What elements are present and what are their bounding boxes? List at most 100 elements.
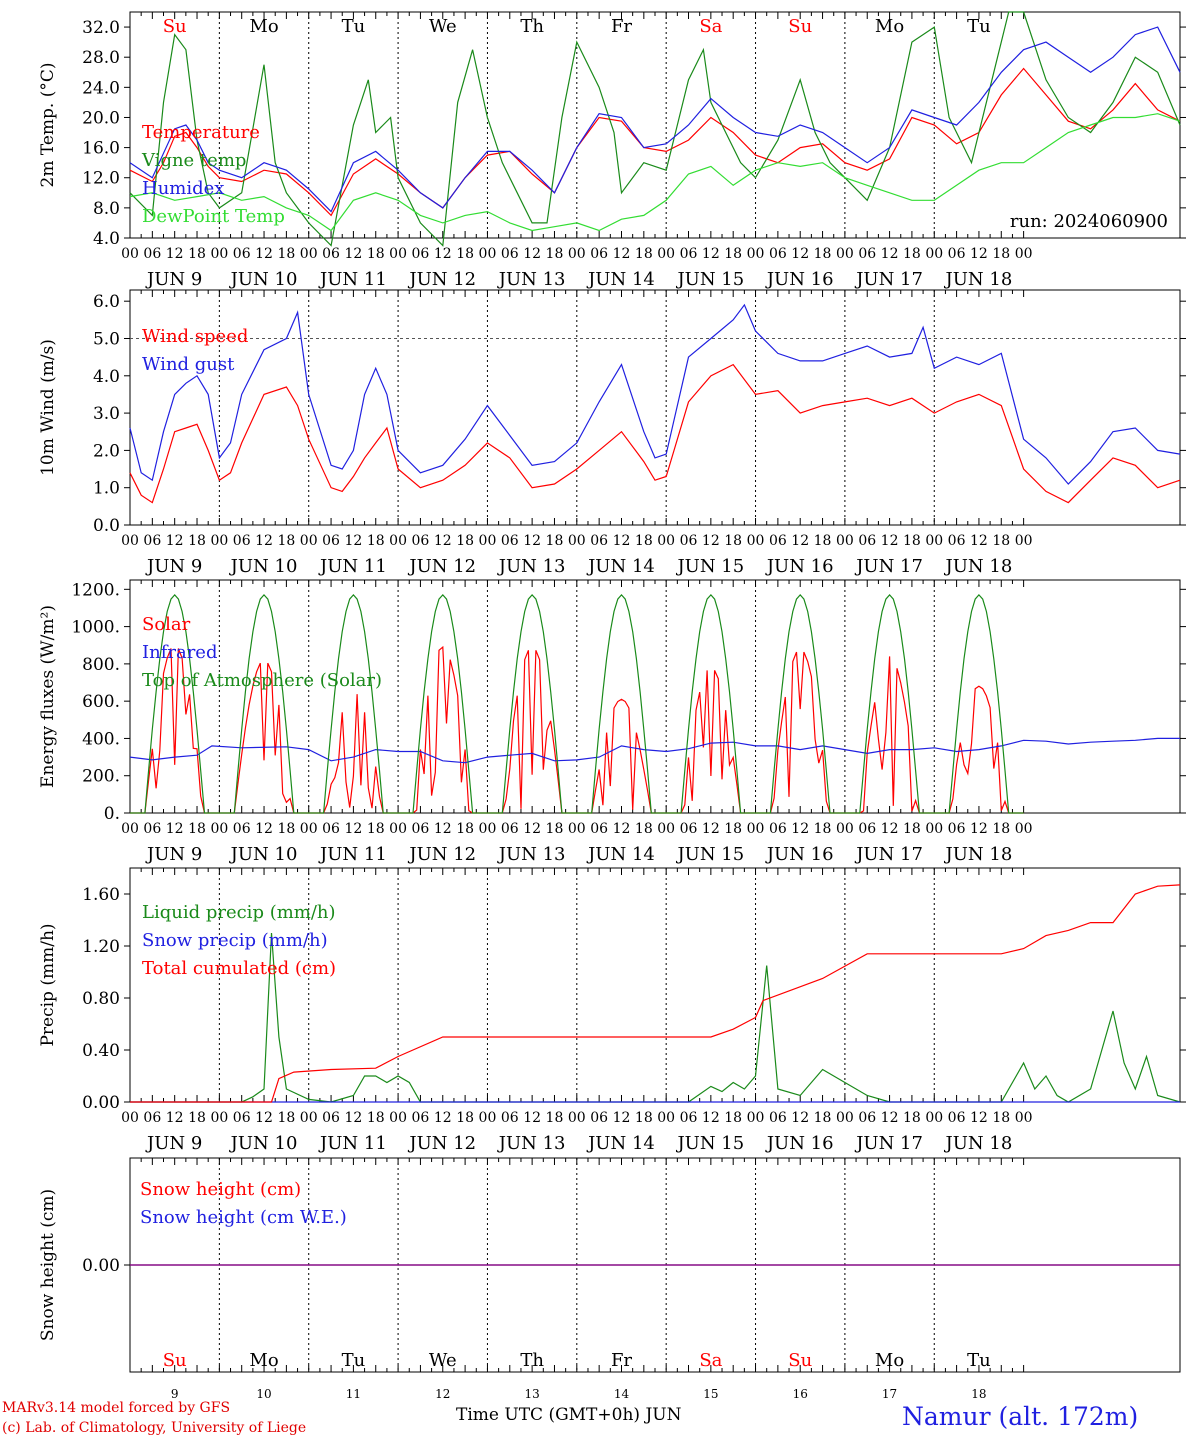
hour-tick-label: 06 (412, 533, 430, 549)
day-label: JUN 13 (497, 269, 566, 290)
y-axis-label: Precip (mm/h) (38, 923, 58, 1046)
y-tick-label: 200. (82, 767, 120, 787)
meteogram: 4.0 8.0 12.0 16.0 20.0 24.0 28.0 32.0 2m Temp. (… (38, 11, 1186, 1400)
hour-tick-label: 06 (590, 533, 608, 549)
series-total-cumulated-cm- (130, 884, 1181, 1103)
day-label: JUN 18 (944, 556, 1013, 577)
hour-tick-label: 18 (277, 246, 295, 262)
y-tick-label: 3.0 (93, 404, 120, 424)
panel-temp (124, 11, 1186, 247)
y-tick-label: 24.0 (82, 78, 120, 98)
weekday-label: Tu (967, 16, 991, 37)
day-label: JUN 17 (854, 269, 923, 290)
hour-tick-label: 00 (210, 533, 228, 549)
hour-tick-label: 18 (635, 821, 653, 837)
hour-tick-label: 00 (121, 1110, 139, 1126)
y-tick-label: 28.0 (82, 48, 120, 68)
station-name: Namur (alt. 172m) (902, 1402, 1139, 1431)
weekday-label: Sa (699, 16, 722, 37)
hour-tick-label: 12 (613, 821, 631, 837)
hour-tick-label: 00 (300, 533, 318, 549)
hour-tick-label: 06 (322, 821, 340, 837)
hour-tick-label: 18 (903, 246, 921, 262)
hour-tick-label: 00 (479, 246, 497, 262)
hour-tick-label: 12 (255, 821, 273, 837)
y-tick-label: 1.0 (93, 479, 120, 499)
weekday-label: Mo (249, 1350, 278, 1371)
legend-entry: Liquid precip (mm/h) (142, 902, 336, 923)
hour-tick-label: 06 (412, 246, 430, 262)
hour-tick-label: 12 (523, 821, 541, 837)
weekday-label: Th (520, 16, 544, 37)
y-axis-label: 10m Wind (m/s) (38, 339, 58, 476)
hour-tick-label: 06 (680, 533, 698, 549)
day-label: JUN 18 (944, 1133, 1013, 1154)
day-number: 18 (971, 1387, 986, 1400)
weekday-label: Tu (342, 16, 366, 37)
hour-tick-label: 12 (255, 1110, 273, 1126)
legend-entry: Infrared (142, 642, 217, 663)
hour-tick-label: 00 (657, 1110, 675, 1126)
series-humidex (129, 26, 1181, 213)
day-label: JUN 9 (145, 269, 202, 290)
hour-tick-label: 12 (344, 533, 362, 549)
day-number: 12 (435, 1387, 450, 1400)
hour-tick-label: 18 (903, 821, 921, 837)
hour-tick-label: 00 (1015, 821, 1033, 837)
hour-tick-label: 12 (791, 1110, 809, 1126)
hour-tick-label: 18 (992, 1110, 1010, 1126)
y-tick-label: 0. (104, 804, 120, 824)
hour-tick-label: 18 (546, 1110, 564, 1126)
day-label: JUN 9 (145, 556, 202, 577)
day-label: JUN 15 (675, 269, 744, 290)
series-top-of-atmosphere-solar- (130, 593, 1024, 814)
day-label: JUN 9 (145, 1133, 202, 1154)
run-label: run: 2024060900 (1010, 211, 1168, 232)
y-tick-label: 4.0 (93, 229, 120, 249)
day-label: JUN 12 (407, 1133, 476, 1154)
weekday-label: Fr (611, 16, 632, 37)
hour-tick-label: 12 (255, 246, 273, 262)
hour-tick-label: 00 (1015, 246, 1033, 262)
day-number: 10 (256, 1387, 271, 1400)
day-label: JUN 13 (497, 844, 566, 865)
hour-tick-label: 06 (501, 821, 519, 837)
hour-tick-label: 18 (992, 533, 1010, 549)
series-dewpoint-temp (129, 113, 1181, 232)
y-tick-label: 800. (82, 655, 120, 675)
hour-tick-label: 18 (992, 821, 1010, 837)
day-label: JUN 16 (765, 844, 834, 865)
hour-tick-label: 00 (836, 246, 854, 262)
hour-tick-label: 18 (546, 246, 564, 262)
panel-wind (124, 289, 1186, 526)
y-tick-label: 1200. (71, 580, 120, 600)
hour-tick-label: 06 (590, 821, 608, 837)
plot-frame (129, 579, 1181, 814)
hour-tick-label: 06 (143, 1110, 161, 1126)
hour-tick-label: 06 (412, 1110, 430, 1126)
lab-credit: (c) Lab. of Climatology, University of L… (2, 1420, 307, 1436)
day-number: 9 (171, 1387, 179, 1400)
series-temperature (129, 67, 1181, 217)
hour-tick-label: 06 (143, 821, 161, 837)
hour-tick-label: 00 (389, 1110, 407, 1126)
hour-tick-label: 12 (523, 246, 541, 262)
day-label: JUN 16 (765, 556, 834, 577)
hour-tick-label: 00 (479, 821, 497, 837)
panel-energy (124, 579, 1186, 814)
hour-tick-label: 00 (300, 821, 318, 837)
y-tick-label: 1000. (71, 618, 120, 638)
legend-entry: Humidex (142, 178, 224, 199)
legend-entry: Wind gust (142, 354, 235, 375)
hour-tick-label: 12 (970, 533, 988, 549)
hour-tick-label: 06 (233, 533, 251, 549)
hour-tick-label: 00 (657, 533, 675, 549)
hour-tick-label: 18 (903, 533, 921, 549)
y-tick-label: 8.0 (93, 199, 120, 219)
day-label: JUN 12 (407, 844, 476, 865)
hour-tick-label: 06 (143, 533, 161, 549)
y-axis-label: Snow height (cm) (38, 1189, 58, 1341)
day-label: JUN 16 (765, 269, 834, 290)
day-label: JUN 12 (407, 269, 476, 290)
day-number: 13 (524, 1387, 539, 1400)
